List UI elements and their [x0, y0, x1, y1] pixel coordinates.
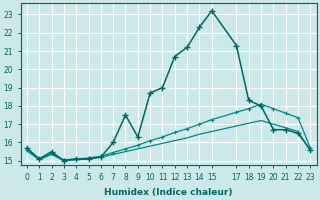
X-axis label: Humidex (Indice chaleur): Humidex (Indice chaleur) [104, 188, 233, 197]
